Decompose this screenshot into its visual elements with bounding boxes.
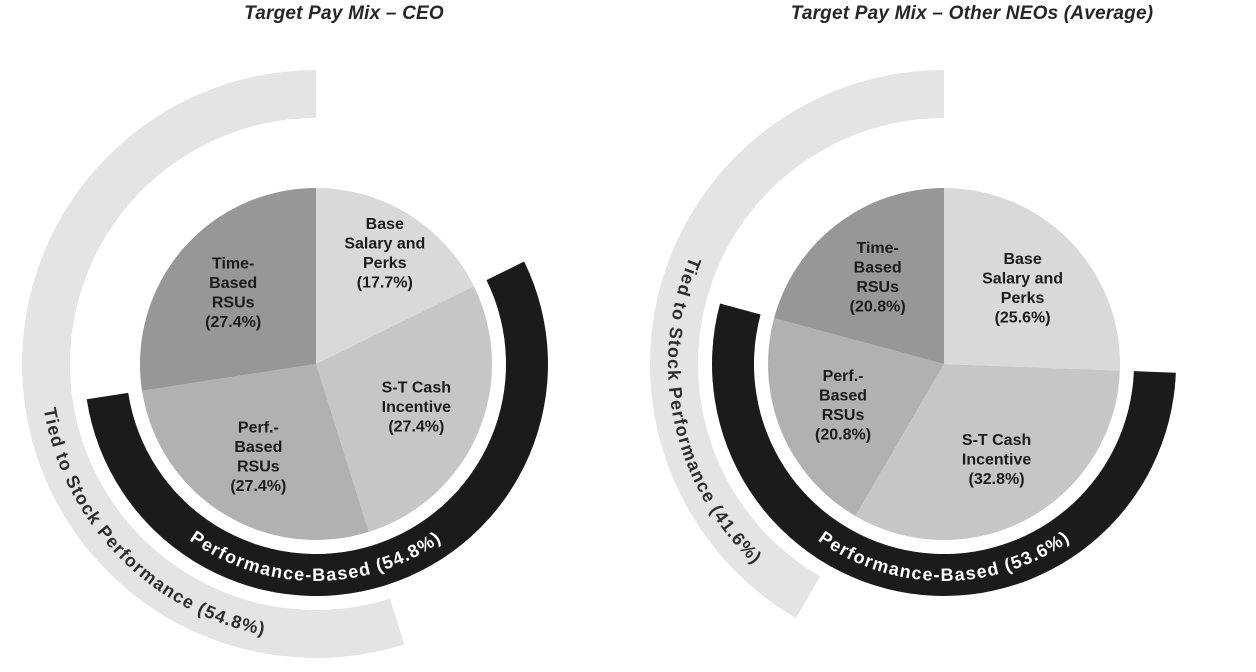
chart-panel-other-neos: Target Pay Mix – Other NEOs (Average) Pe… [628,0,1256,672]
pie-slice-st-cash-incentive [316,286,493,532]
pie-slice-st-cash-incentive [855,364,1120,540]
pie-slice-label-perf-based-rsus: Perf.-Based RSUs (27.4%) [230,419,286,495]
pie-slice-label-st-cash-incentive: S-T Cash Incentive (32.8%) [962,432,1031,488]
pay-mix-pie-chart-ceo: Performance-Based (54.8%)Tied to Stock P… [22,70,548,658]
pie-slice-label-time-based-rsus: Time-Based RSUs (27.4%) [205,255,261,331]
pie-slice-time-based-rsus [139,188,316,391]
pie-slice-perf-based-rsus [142,364,369,540]
pie-slice-time-based-rsus [774,188,944,364]
chart-title-ceo: Target Pay Mix – CEO [244,3,444,24]
chart-title-other-neos: Target Pay Mix – Other NEOs (Average) [790,3,1154,24]
pie-slice-perf-based-rsus [767,318,944,517]
pie-slice-label-time-based-rsus: Time-Based RSUs (20.8%) [850,240,906,315]
ring-tied-to-stock-performance [22,70,405,658]
pie-slice-base-salary-and-perks [316,188,474,364]
pie-slice-label-st-cash-incentive: S-T Cash Incentive (27.4%) [382,379,451,435]
ring-tied-to-stock-performance [650,70,944,618]
pie-slice-label-perf-based-rsus: Perf.-Based RSUs (20.8%) [815,368,871,444]
pay-mix-pie-chart-other-neos: Performance-Based (53.6%)Tied to Stock P… [650,70,1176,618]
ring-performance-based [86,261,548,597]
ring-performance-based [712,303,1176,596]
chart-panel-ceo: Target Pay Mix – CEO Performance-Based (… [22,3,548,658]
pie-slice-label-base-salary-and-perks: Base Salary and Perks (25.6%) [982,251,1063,327]
pie-slice-label-base-salary-and-perks: Base Salary and Perks (17.7%) [344,216,425,292]
pie-slice-base-salary-and-perks [944,188,1120,371]
